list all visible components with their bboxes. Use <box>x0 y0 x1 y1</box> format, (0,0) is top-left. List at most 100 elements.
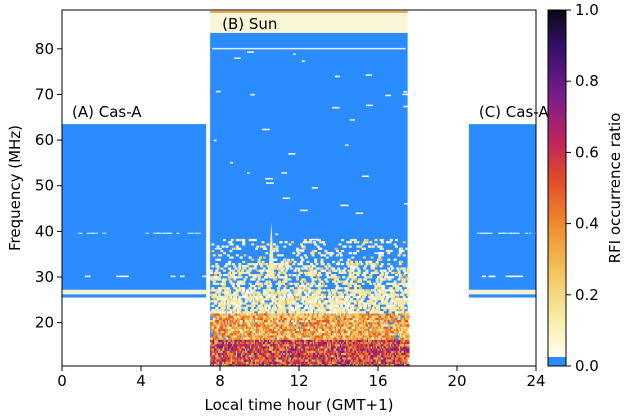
rfi-cell <box>274 278 278 281</box>
rfi-cell <box>226 298 230 301</box>
rfi-cell <box>302 311 306 314</box>
rfi-cell <box>333 273 337 277</box>
rfi-cell <box>238 263 242 266</box>
rfi-cell <box>359 330 363 334</box>
rfi-cell <box>374 339 378 342</box>
rfi-cell <box>361 289 365 292</box>
rfi-cell <box>391 267 395 270</box>
rfi-speck <box>116 275 124 278</box>
rfi-cell <box>252 278 256 281</box>
rfi-cell <box>247 291 251 294</box>
rfi-cell <box>391 363 395 367</box>
rfi-cell <box>380 311 384 314</box>
rfi-cell <box>403 289 407 292</box>
rfi-cell <box>246 269 250 272</box>
rfi-cell <box>347 295 351 299</box>
rfi-cell <box>370 256 374 259</box>
rfi-cell <box>333 311 337 314</box>
rfi-cell <box>243 322 247 325</box>
rfi-cell <box>343 341 347 345</box>
rfi-cell <box>402 330 406 334</box>
rfi-cell <box>249 278 253 281</box>
rfi-cell <box>400 267 404 270</box>
rfi-cell <box>368 295 372 299</box>
rfi-cell <box>293 273 297 277</box>
rfi-cell <box>319 241 323 244</box>
rfi-cell <box>393 304 397 307</box>
rfi-cell <box>239 287 243 290</box>
rfi-cell <box>365 241 369 244</box>
rfi-cell <box>248 300 252 303</box>
rfi-cell <box>406 313 410 316</box>
rfi-cell <box>239 300 243 303</box>
rfi-cell <box>240 302 244 305</box>
rfi-cell <box>265 276 269 279</box>
rfi-cell <box>364 330 368 334</box>
rfi-cell <box>369 260 373 264</box>
rfi-cell <box>239 256 243 259</box>
rfi-cell <box>346 309 350 312</box>
rfi-cell <box>222 326 226 329</box>
rfi-cell <box>368 291 372 294</box>
rfi-cell <box>216 326 220 329</box>
rfi-cell <box>221 309 225 312</box>
rfi-cell <box>380 302 384 305</box>
rfi-cell <box>293 298 297 301</box>
rfi-cell <box>353 276 357 279</box>
rfi-cell <box>328 333 332 336</box>
rfi-cell <box>280 263 284 266</box>
rfi-cell <box>306 306 310 310</box>
rfi-cell <box>359 315 363 318</box>
rfi-cell <box>260 284 264 288</box>
rfi-cell <box>229 269 233 272</box>
rfi-cell <box>347 302 351 305</box>
rfi-cell <box>244 300 248 303</box>
rfi-cell <box>280 271 284 274</box>
rfi-cell <box>303 271 307 274</box>
rfi-cell <box>294 306 298 310</box>
rfi-cell <box>293 322 297 325</box>
rfi-cell <box>374 243 378 246</box>
rfi-cell <box>278 293 282 296</box>
rfi-cell <box>251 258 255 261</box>
rfi-cell <box>302 309 306 312</box>
rfi-cell <box>260 306 264 310</box>
rfi-cell <box>273 330 277 334</box>
rfi-cell <box>342 309 346 312</box>
rfi-cell <box>361 298 365 301</box>
rfi-cell <box>224 287 228 290</box>
rfi-cell <box>233 309 237 312</box>
rfi-cell <box>274 361 278 364</box>
rfi-cell <box>335 278 339 281</box>
rfi-cell <box>252 284 256 288</box>
rfi-cell <box>292 337 296 340</box>
rfi-cell <box>323 339 327 342</box>
rfi-cell <box>285 339 289 342</box>
rfi-cell <box>256 306 260 310</box>
rfi-cell <box>260 263 264 266</box>
rfi-cell <box>228 291 232 294</box>
rfi-cell <box>297 333 301 336</box>
rfi-cell <box>406 269 410 272</box>
rfi-cell <box>328 295 332 299</box>
rfi-cell <box>370 263 374 266</box>
rfi-cell <box>341 295 345 299</box>
rfi-cell <box>307 273 311 277</box>
rfi-cell <box>380 298 384 301</box>
rfi-cell <box>215 276 219 279</box>
rfi-cell <box>315 289 319 292</box>
rfi-cell <box>249 273 253 277</box>
rfi-cell <box>398 252 402 255</box>
rfi-cell <box>361 313 365 316</box>
rfi-cell <box>253 276 257 279</box>
rfi-cell <box>279 337 283 340</box>
rfi-cell <box>402 282 406 285</box>
rfi-cell <box>238 326 242 329</box>
rfi-cell <box>217 357 221 360</box>
rfi-cell <box>366 289 370 292</box>
rfi-cell <box>379 330 383 334</box>
rfi-cell <box>288 243 292 246</box>
rfi-cell <box>299 313 303 316</box>
rfi-cell <box>231 337 235 340</box>
rfi-cell <box>248 238 252 242</box>
